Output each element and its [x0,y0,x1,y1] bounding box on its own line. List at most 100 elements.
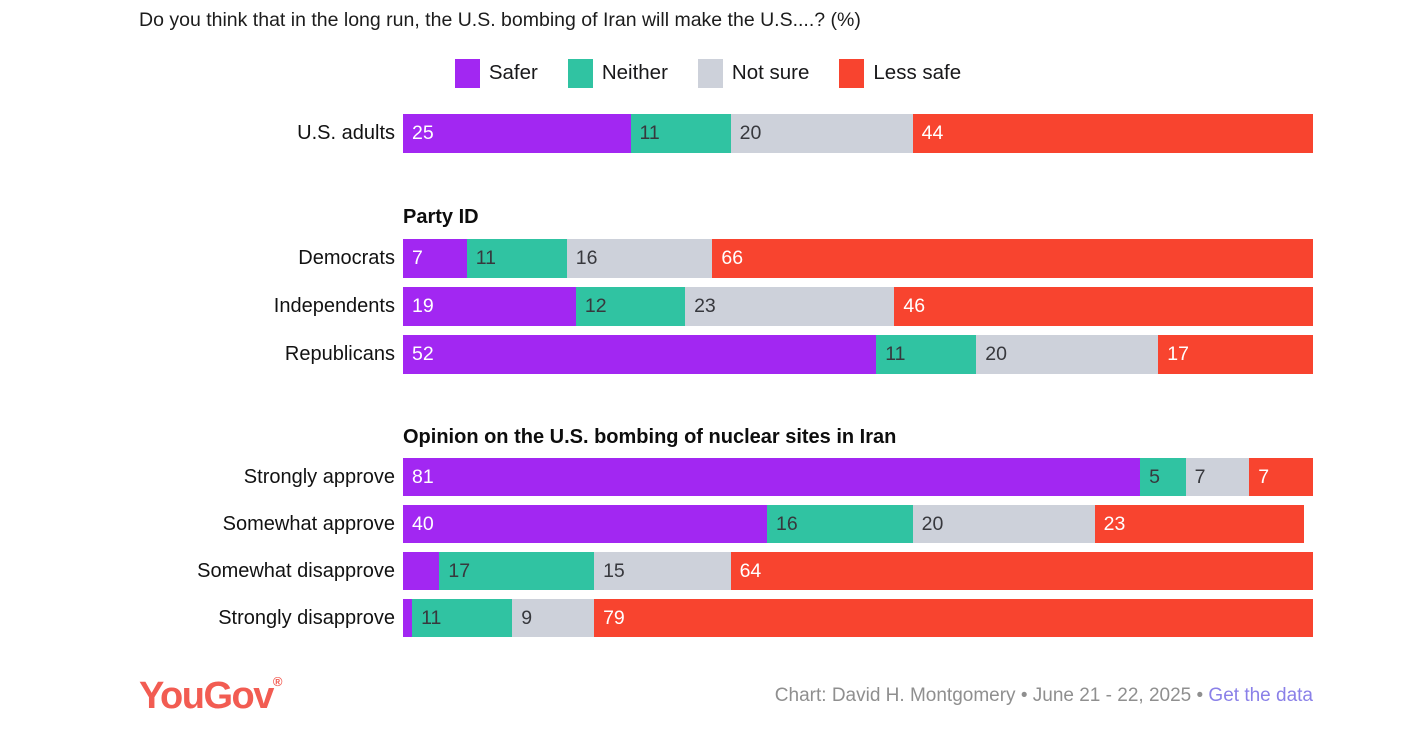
segment-safer-strongly-disapprove [403,599,413,637]
bar-row-somewhat-disapprove: Somewhat disapprove 17 15 64 [0,552,1416,590]
legend: Safer Neither Not sure Less safe [0,58,1416,88]
segment-neither-somewhat-disapprove: 17 [439,552,595,590]
segment-neither-democrats: 11 [466,239,567,278]
segment-value: 7 [1258,465,1270,488]
segment-neither-independents: 12 [575,287,686,326]
bar-groups: U.S. adults 25 11 20 44 Party ID Democrats 7 11 1… [0,114,1416,637]
segment-value: 79 [603,606,625,629]
bar-row-strongly-approve: Strongly approve 81 5 7 7 [0,458,1416,496]
segment-value: 46 [903,295,926,317]
row-label-independents: Independents [273,295,395,317]
group-party-id: Party ID Democrats 7 11 16 66 Independents 19 12… [0,206,1416,374]
row-label-somewhat-approve: Somewhat approve [222,512,395,535]
bar-row-republicans: Republicans 52 11 20 17 [0,335,1416,374]
segment-value: 9 [521,606,533,629]
segment-less-safe-somewhat-approve: 23 [1094,505,1304,543]
row-label-democrats: Democrats [298,247,395,269]
row-label-republicans: Republicans [284,343,395,365]
segment-less-safe-strongly-approve: 7 [1249,458,1313,496]
segment-value: 64 [739,559,762,582]
group-opinion-on-the-u-s-bombing-of-nuclear-sites-in-iran: Opinion on the U.S. bombing of nuclear s… [0,426,1416,637]
footer: YouGov® Chart: David H. Montgomery • Jun… [0,673,1416,719]
segment-value: 16 [575,247,598,269]
segment-value: 16 [776,512,798,535]
segment-safer-somewhat-approve: 40 [403,505,767,543]
segment-value: 81 [412,465,434,488]
row-label-u-s-adults: U.S. adults [297,122,395,144]
group-header-party-id: Party ID [403,206,479,228]
bar-track-somewhat-approve: 40 16 20 23 [403,505,1313,543]
segment-value: 20 [921,512,944,535]
segment-neither-somewhat-approve: 16 [767,505,913,543]
segment-value: 20 [985,343,1007,365]
segment-value: 66 [721,247,744,269]
legend-label-less-safe: Less safe [873,61,962,84]
segment-not-sure-u-s-adults: 20 [730,114,913,153]
segment-not-sure-republicans: 20 [976,335,1159,374]
bar-row-democrats: Democrats 7 11 16 66 [0,239,1416,278]
legend-label-neither: Neither [601,61,668,84]
row-label-somewhat-disapprove: Somewhat disapprove [197,559,395,582]
bar-row-independents: Independents 19 12 23 46 [0,287,1416,326]
segment-neither-strongly-disapprove: 11 [412,599,513,637]
segment-safer-strongly-approve: 81 [403,458,1141,496]
segment-less-safe-democrats: 66 [712,239,1313,278]
bar-track-u-s-adults: 25 11 20 44 [403,114,1313,153]
segment-value: 25 [412,122,434,144]
segment-value: 23 [694,295,716,317]
segment-value: 52 [412,343,434,365]
get-the-data-link[interactable]: Get the data [1208,685,1313,706]
bar-track-somewhat-disapprove: 17 15 64 [403,552,1313,590]
segment-not-sure-democrats: 16 [566,239,713,278]
segment-value: 11 [421,606,442,629]
chart-title: Do you think that in the long run, the U… [139,9,861,31]
segment-value: 7 [412,247,423,269]
segment-safer-democrats: 7 [403,239,467,278]
segment-value: 19 [412,295,434,317]
segment-less-safe-republicans: 17 [1158,335,1313,374]
segment-value: 7 [1194,465,1206,488]
row-label-strongly-disapprove: Strongly disapprove [218,606,395,629]
segment-value: 44 [921,122,944,144]
legend-item-safer: Safer [454,58,538,88]
legend-item-less-safe: Less safe [839,58,962,88]
segment-not-sure-somewhat-approve: 20 [912,505,1095,543]
bar-row-somewhat-approve: Somewhat approve 40 16 20 23 [0,505,1416,543]
bar-row-strongly-disapprove: Strongly disapprove 11 9 79 [0,599,1416,637]
segment-neither-strongly-approve: 5 [1140,458,1186,496]
segment-less-safe-independents: 46 [894,287,1313,326]
legend-swatch-neither [567,58,593,88]
bar-row-u-s-adults: U.S. adults 25 11 20 44 [0,114,1416,153]
segment-value: 11 [475,247,496,269]
segment-less-safe-strongly-disapprove: 79 [594,599,1313,637]
segment-less-safe-somewhat-disapprove: 64 [730,552,1313,590]
segment-not-sure-strongly-disapprove: 9 [512,599,595,637]
segment-value: 15 [603,559,625,582]
bar-track-republicans: 52 11 20 17 [403,335,1313,374]
segment-value: 40 [412,512,434,535]
group-header-opinion-on-the-u-s-bombing-of-nuclear-sites-in-iran: Opinion on the U.S. bombing of nuclear s… [403,426,897,448]
segment-value: 20 [739,122,762,144]
segment-value: 11 [885,343,906,365]
legend-swatch-not-sure [697,58,723,88]
bar-track-strongly-approve: 81 5 7 7 [403,458,1313,496]
segment-not-sure-independents: 23 [685,287,895,326]
legend-item-neither: Neither [567,58,668,88]
registered-trademark-icon: ® [272,674,283,689]
legend-swatch-safer [454,58,480,88]
segment-safer-independents: 19 [403,287,576,326]
group-1: U.S. adults 25 11 20 44 [0,114,1416,153]
segment-value: 23 [1103,512,1126,535]
segment-neither-u-s-adults: 11 [630,114,731,153]
bar-track-strongly-disapprove: 11 9 79 [403,599,1313,637]
segment-safer-republicans: 52 [403,335,877,374]
legend-item-not-sure: Not sure [697,58,810,88]
segment-safer-u-s-adults: 25 [403,114,631,153]
legend-swatch-less-safe [839,58,865,88]
segment-value: 17 [448,559,471,582]
segment-not-sure-somewhat-disapprove: 15 [594,552,731,590]
segment-value: 5 [1149,465,1160,488]
segment-value: 12 [584,295,607,317]
legend-label-not-sure: Not sure [731,61,810,84]
yougov-logo: YouGov® [139,674,283,715]
